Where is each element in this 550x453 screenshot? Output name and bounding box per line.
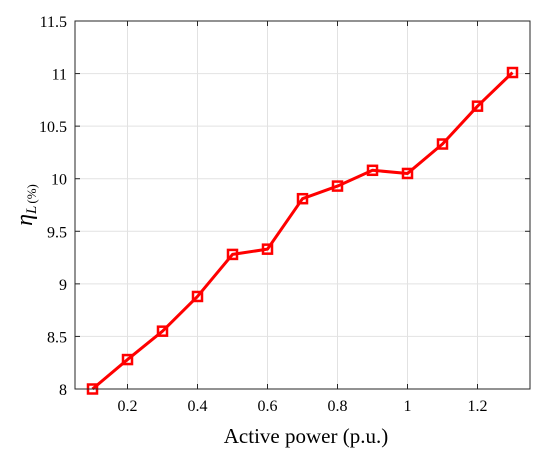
data-point-marker: [471, 100, 484, 112]
data-point-marker: [296, 192, 309, 205]
y-tick-label: 8.5: [47, 329, 67, 346]
plot-background: [75, 21, 530, 389]
y-axis-subscript: L: [24, 206, 40, 215]
y-tick-label: 10: [51, 172, 67, 189]
y-tick-label: 9.5: [47, 224, 67, 241]
y-tick-label: 10.5: [39, 119, 67, 136]
x-axis-title: Active power (p.u.): [224, 424, 388, 448]
x-tick-label: 1.2: [468, 398, 488, 415]
y-axis-title: ηL (%): [12, 184, 40, 226]
x-tick-label: 0.6: [258, 398, 278, 415]
data-point-marker: [331, 180, 344, 192]
data-point-marker: [401, 167, 414, 180]
y-axis-unit: (%): [24, 184, 39, 204]
x-tick-label: 1: [404, 398, 412, 415]
series-line: [91, 71, 514, 391]
y-tick-label: 9: [59, 277, 67, 294]
axis-ticks: [75, 20, 530, 390]
data-point-marker: [226, 248, 239, 261]
x-tick-label: 0.8: [328, 398, 348, 415]
x-tick-labels: 0.2 0.4 0.6 0.8 1 1.2: [118, 398, 488, 415]
data-point-marker: [436, 138, 449, 150]
y-axis-symbol: η: [12, 214, 38, 226]
x-tick-label: 0.4: [188, 398, 208, 415]
svg-text:ηL(%): ηL (%): [12, 184, 40, 226]
data-point-marker: [366, 164, 379, 177]
series-layer: [86, 66, 519, 395]
data-point-marker: [191, 290, 204, 303]
x-tick-label: 0.2: [118, 398, 138, 415]
data-point-marker: [121, 353, 134, 366]
y-tick-label: 11.5: [40, 14, 67, 31]
data-point-marker: [156, 325, 169, 337]
y-tick-labels: 8 8.5 9 9.5 10 10.5 11 11.5: [39, 14, 67, 399]
y-tick-label: 8: [59, 382, 67, 399]
y-tick-label: 11: [52, 67, 67, 84]
data-point-marker: [261, 243, 274, 255]
data-point-marker: [506, 66, 519, 79]
plot-frame: [74, 20, 531, 390]
